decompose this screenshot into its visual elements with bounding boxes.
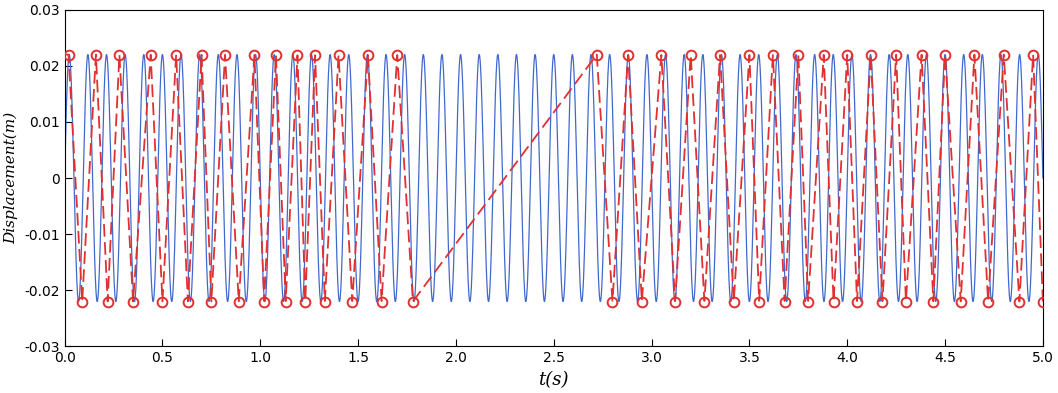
Y-axis label: Displacement(m): Displacement(m): [4, 112, 19, 244]
X-axis label: t(s): t(s): [539, 371, 569, 389]
